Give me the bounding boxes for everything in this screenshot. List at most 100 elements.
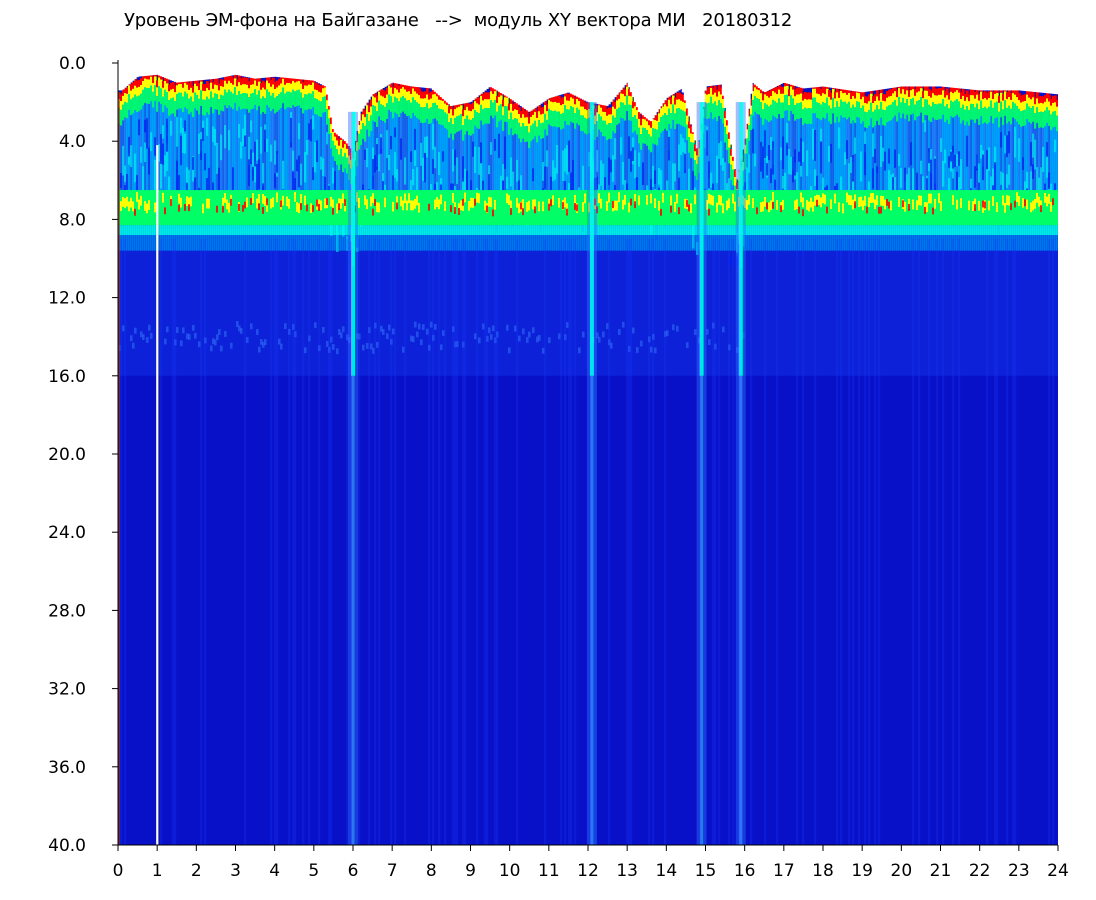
heatmap-cell	[1052, 198, 1055, 206]
heatmap-column	[982, 92, 985, 251]
heatmap-cell	[184, 82, 187, 92]
heatmap-cell	[548, 102, 551, 226]
heatmap-column	[290, 76, 293, 251]
heatmap-cell	[536, 120, 539, 226]
heatmap-cell	[764, 235, 767, 251]
heatmap-cell	[330, 238, 333, 845]
heatmap-cell	[618, 101, 621, 226]
heatmap-column	[772, 84, 775, 251]
heatmap-cell	[462, 198, 465, 206]
heatmap-cell	[153, 63, 157, 75]
heatmap-cell	[1038, 96, 1041, 104]
heatmap-cell	[145, 63, 149, 76]
heatmap-cell	[628, 88, 631, 96]
heatmap-cell	[570, 238, 573, 845]
heatmap-cell	[168, 84, 171, 92]
heatmap-cell	[644, 122, 647, 226]
heatmap-cell	[474, 235, 477, 251]
heatmap-cell	[160, 88, 163, 105]
heatmap-cell	[686, 225, 689, 236]
heatmap-cell	[624, 225, 627, 236]
heatmap-cell	[320, 225, 323, 236]
heatmap-cell	[122, 190, 125, 226]
heatmap-cell	[938, 190, 941, 226]
heatmap-column	[654, 113, 657, 354]
heatmap-cell	[274, 89, 277, 98]
heatmap-cell	[934, 104, 937, 120]
heatmap-cell	[948, 178, 951, 194]
heatmap-cell	[330, 117, 333, 125]
heatmap-cell	[814, 235, 817, 251]
heatmap-cell	[806, 150, 809, 177]
heatmap-cell	[650, 136, 653, 153]
heatmap-cell	[866, 206, 869, 214]
heatmap-cell	[452, 193, 455, 203]
heatmap-column	[650, 120, 653, 353]
heatmap-cell	[346, 235, 349, 251]
heatmap-cell	[246, 225, 249, 236]
heatmap-cell	[204, 90, 207, 100]
heatmap-cell	[380, 235, 383, 251]
heatmap-cell	[1056, 225, 1058, 236]
heatmap-cell	[798, 225, 801, 236]
heatmap-cell	[1032, 235, 1035, 251]
heatmap-cell	[204, 84, 207, 91]
heatmap-cell	[928, 225, 931, 236]
heatmap-cell	[366, 235, 369, 251]
heatmap-cell	[828, 146, 831, 163]
heatmap-cell	[484, 102, 487, 226]
heatmap-cell	[284, 87, 287, 226]
heatmap-cell	[160, 161, 163, 189]
heatmap-cell	[278, 235, 281, 251]
heatmap-cell	[690, 136, 693, 226]
heatmap-cell	[368, 327, 371, 334]
heatmap-cell	[766, 235, 769, 251]
heatmap-cell	[320, 156, 323, 170]
heatmap-cell	[906, 235, 909, 251]
heatmap-cell	[534, 206, 537, 214]
heatmap-cell	[130, 225, 133, 236]
heatmap-cell	[712, 103, 715, 120]
heatmap-cell	[320, 200, 323, 211]
heatmap-cell	[1036, 235, 1039, 251]
heatmap-cell	[212, 88, 215, 98]
heatmap-cell	[418, 88, 421, 96]
heatmap-cell	[946, 88, 949, 96]
heatmap-column	[172, 82, 175, 845]
heatmap-cell	[744, 225, 747, 236]
heatmap-column	[200, 74, 203, 845]
heatmap-cell	[408, 193, 411, 204]
heatmap-cell	[202, 90, 205, 100]
heatmap-cell	[324, 96, 327, 112]
heatmap-cell	[814, 195, 817, 206]
heatmap-cell	[482, 100, 485, 110]
heatmap-cell	[184, 204, 187, 211]
heatmap-cell	[148, 79, 151, 89]
heatmap-cell	[432, 225, 435, 236]
heatmap-cell	[240, 225, 243, 236]
heatmap-cell	[826, 206, 829, 214]
heatmap-cell	[774, 85, 777, 93]
heatmap-cell	[644, 119, 647, 129]
heatmap-cell	[428, 344, 431, 351]
heatmap-cell	[842, 203, 845, 214]
heatmap-cell	[824, 94, 827, 103]
heatmap-cell	[570, 97, 573, 107]
heatmap-cell	[570, 90, 573, 98]
heatmap-cell	[366, 148, 369, 168]
heatmap-cell	[598, 336, 601, 343]
heatmap-cell	[414, 198, 417, 209]
heatmap-cell	[436, 190, 439, 226]
heatmap-cell	[824, 97, 827, 226]
heatmap-cell	[1010, 93, 1013, 100]
heatmap-cell	[910, 225, 913, 236]
heatmap-cell	[148, 235, 151, 251]
heatmap-cell	[290, 83, 293, 93]
heatmap-cell	[974, 198, 977, 209]
heatmap-cell	[594, 225, 597, 236]
heatmap-cell	[452, 149, 455, 172]
heatmap-cell	[464, 225, 467, 236]
heatmap-cell	[1012, 190, 1015, 226]
heatmap-cell	[506, 190, 509, 226]
heatmap-cell	[770, 225, 773, 236]
